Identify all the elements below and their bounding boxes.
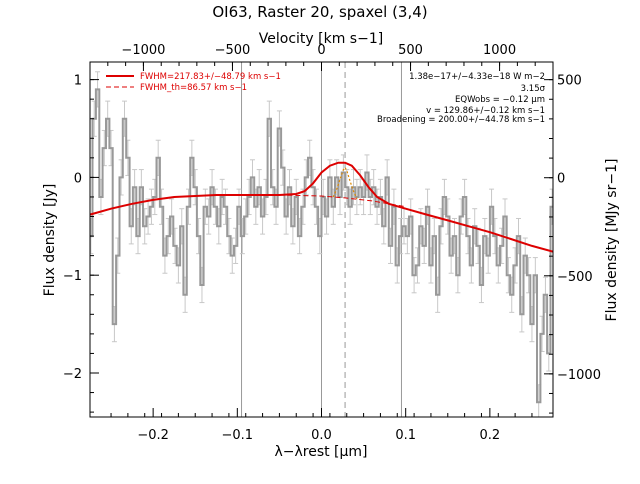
x-axis-label: λ−λrest [μm] xyxy=(274,444,367,460)
right-tick-label: −500 xyxy=(557,270,593,285)
top-axis-label: Velocity [km s−1] xyxy=(259,31,383,47)
right-tick-label: 500 xyxy=(557,74,582,89)
right-tick-label: 0 xyxy=(557,172,565,187)
model-series-group xyxy=(90,161,553,253)
right-tick-label: −1000 xyxy=(557,368,601,383)
continuum-series-line xyxy=(279,194,406,208)
right-axis-label: Flux density [MJy sr−1] xyxy=(604,159,620,322)
legend-label: FWHM=217.83+/−48.79 km s−1 xyxy=(140,72,281,82)
x-tick-label: −0.2 xyxy=(137,428,169,443)
x-tick-label: −0.1 xyxy=(222,428,254,443)
thermal-series-group xyxy=(332,166,358,200)
y-tick-label: −1 xyxy=(63,269,82,284)
annotation-text: v = 129.86+/−0.12 km s−1 xyxy=(426,106,545,116)
axes: −0.2 −0.1 0.0 0.1 0.2 −1000 −500 0 500 1000 −2 −1 0 1… xyxy=(42,3,620,460)
annotation-text: Broadening = 200.00+/−44.78 km s−1 xyxy=(377,115,545,125)
data-series-group xyxy=(90,71,553,417)
annotation-text: 1.38e−17+/−4.33e−18 W m−2 xyxy=(409,72,545,82)
top-tick-label: −500 xyxy=(215,43,251,58)
x-tick-label: 0.0 xyxy=(311,428,332,443)
y-tick-label: −2 xyxy=(63,367,82,382)
x-tick-label: 0.2 xyxy=(480,428,501,443)
top-tick-label: 1000 xyxy=(483,43,516,58)
data-marks xyxy=(90,62,553,417)
top-tick-label: −1000 xyxy=(121,43,165,58)
chart-title: OI63, Raster 20, spaxel (3,4) xyxy=(212,3,427,21)
y-axis-label: Flux density [Jy] xyxy=(42,184,58,297)
data-series-line xyxy=(90,88,553,404)
top-tick-label: 0 xyxy=(317,43,325,58)
y-tick-label: 1 xyxy=(74,74,82,89)
annotation-text: EQWobs = −0.12 μm xyxy=(455,95,545,105)
continuum-series-group xyxy=(279,194,406,208)
legend: FWHM=217.83+/−48.79 km s−1FWHM_th=86.57 … xyxy=(106,72,281,93)
x-tick-label: 0.1 xyxy=(395,428,416,443)
thermal-series-line xyxy=(332,166,358,200)
model-series-line xyxy=(90,161,553,253)
top-tick-label: 500 xyxy=(398,43,423,58)
legend-label: FWHM_th=86.57 km s−1 xyxy=(140,83,247,93)
y-tick-label: 0 xyxy=(74,171,82,186)
annotation-text: 3.15σ xyxy=(521,84,546,94)
